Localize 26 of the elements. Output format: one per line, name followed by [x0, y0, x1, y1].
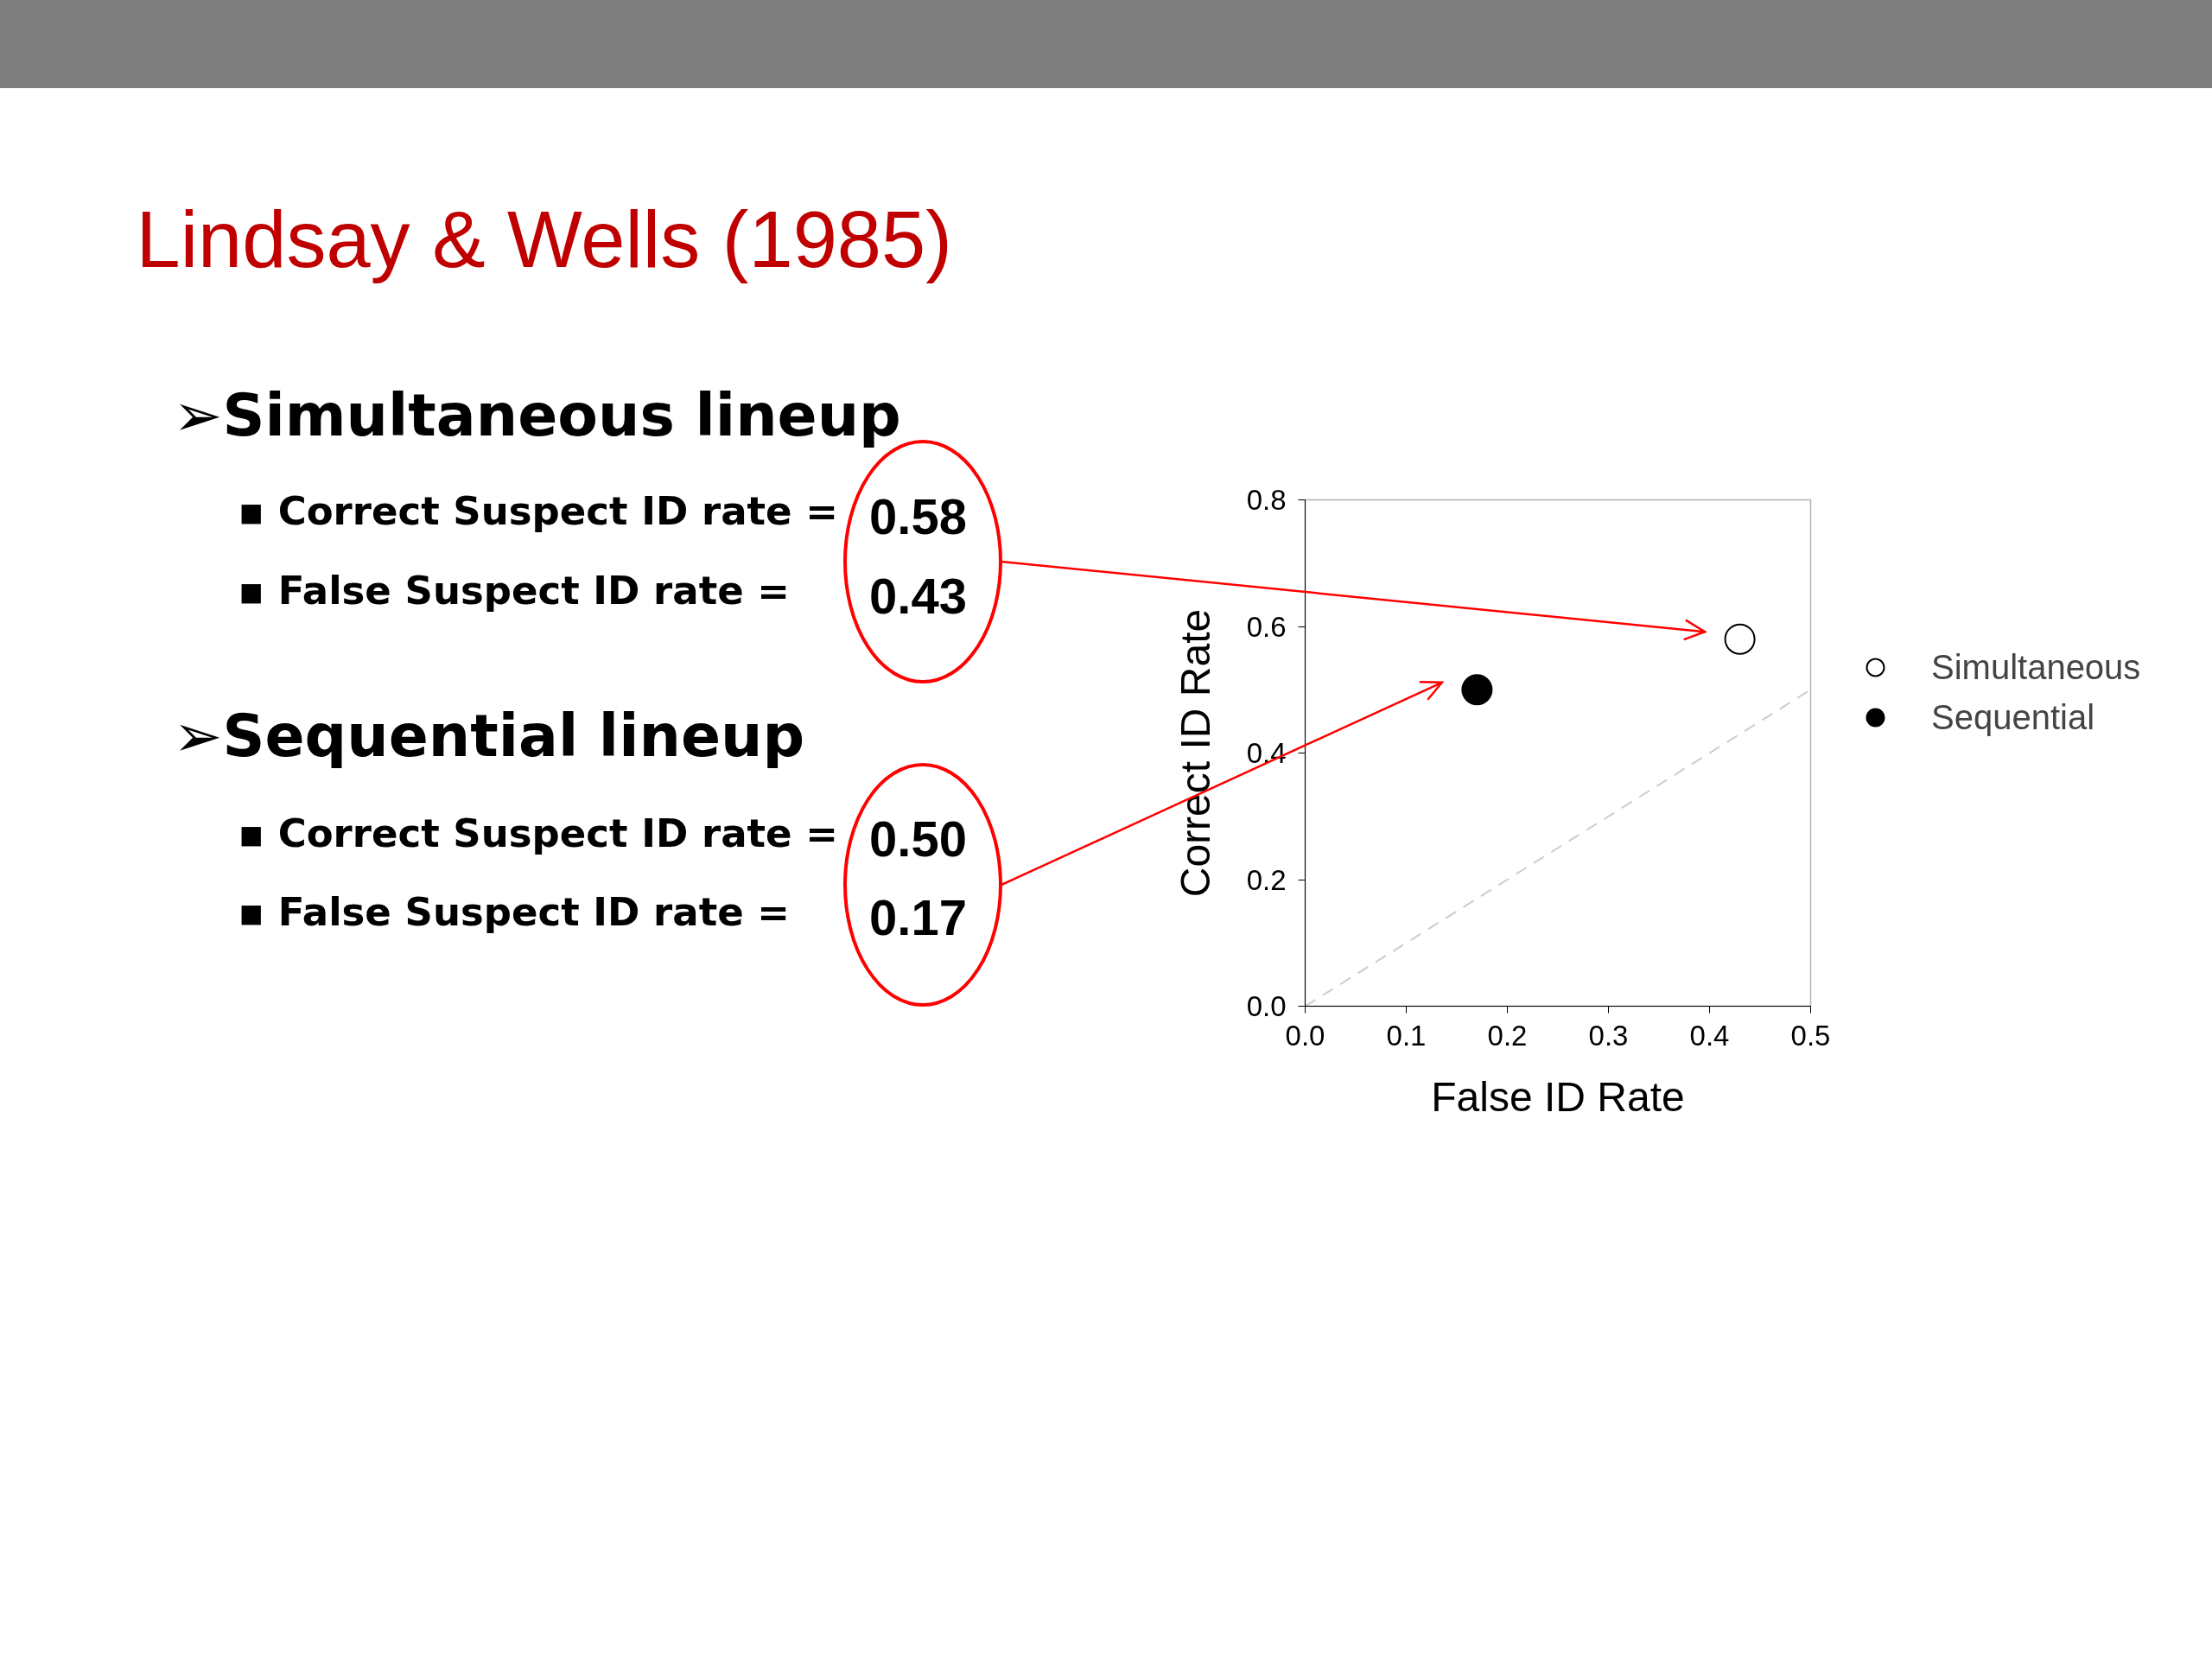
x-tick-label: 0.4 [1689, 1019, 1730, 1052]
text: ▪ False Suspect ID rate = [238, 888, 791, 935]
text: Lindsay & Wells (1985) [136, 194, 952, 283]
text: 0.43 [869, 567, 967, 624]
x-tick-label: 0.2 [1487, 1019, 1528, 1052]
text: ▪ False Suspect ID rate = [238, 567, 791, 613]
text: ▪ Correct Suspect ID rate = [238, 487, 838, 534]
text: 0.50 [869, 810, 967, 867]
x-tick-label: 0.3 [1588, 1019, 1629, 1052]
x-tick-label: 0.0 [1285, 1019, 1325, 1052]
text: ➢Sequential lineup [173, 701, 805, 770]
y-axis-title: Correct ID Rate [1172, 608, 1218, 898]
text: 0.17 [869, 888, 967, 945]
text: ▪ Correct Suspect ID rate = [238, 810, 838, 856]
legend-label: Sequential [1931, 697, 2095, 737]
y-tick-label: 0.2 [1246, 863, 1287, 896]
text: 0.58 [869, 487, 967, 544]
y-tick-label: 0.8 [1246, 484, 1287, 516]
y-tick-label: 0.4 [1246, 737, 1287, 769]
x-tick-label: 0.5 [1790, 1019, 1831, 1052]
x-tick-label: 0.1 [1386, 1019, 1427, 1052]
text: ➢Simultaneous lineup [173, 380, 901, 449]
y-tick-label: 0.0 [1246, 990, 1287, 1022]
legend-label: Simultaneous [1931, 647, 2141, 687]
x-axis-title: False ID Rate [1431, 1073, 1685, 1120]
y-tick-label: 0.6 [1246, 610, 1287, 643]
